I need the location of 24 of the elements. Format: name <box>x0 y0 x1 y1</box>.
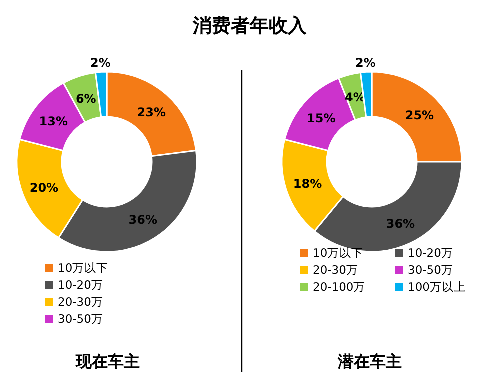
legend-label: 30-50万 <box>408 263 454 277</box>
legend-label: 20-30万 <box>58 295 104 309</box>
legend-label: 30-50万 <box>58 312 104 326</box>
text: 消费者年收入 <box>192 15 308 37</box>
data-label: 2% <box>356 56 376 70</box>
data-label: 23% <box>137 105 166 120</box>
legend-label: 20-100万 <box>313 280 366 294</box>
legend-label: 10万以下 <box>58 261 109 275</box>
legend-label: 10-20万 <box>58 278 104 292</box>
legend-label: 100万以上 <box>408 280 466 294</box>
data-label: 15% <box>307 111 336 126</box>
legend-label: 10万以下 <box>313 246 364 260</box>
data-label: 2% <box>90 56 111 70</box>
text: 现在车主 <box>75 352 140 371</box>
legend-label: 20-30万 <box>313 263 358 277</box>
text: 潜在车主 <box>337 352 402 371</box>
data-label: 13% <box>39 114 68 129</box>
data-label: 36% <box>128 212 158 227</box>
data-label: 6% <box>76 92 96 106</box>
data-label: 25% <box>405 108 434 122</box>
data-label: 18% <box>293 176 322 191</box>
legend-label: 10-20万 <box>408 246 454 260</box>
data-label: 36% <box>386 217 416 232</box>
data-label: 20% <box>30 180 59 195</box>
